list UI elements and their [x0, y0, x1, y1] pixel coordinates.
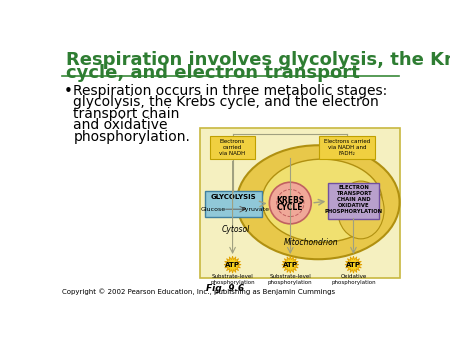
Text: CYCLE: CYCLE [277, 203, 304, 212]
Text: Cytosol: Cytosol [221, 225, 250, 234]
Text: •: • [64, 84, 73, 99]
FancyBboxPatch shape [200, 127, 400, 278]
Text: Electrons
carried
via NADH: Electrons carried via NADH [220, 139, 246, 156]
FancyBboxPatch shape [205, 191, 262, 217]
Text: Respiration involves glycolysis, the Krebs: Respiration involves glycolysis, the Kre… [66, 51, 450, 69]
Text: ATP: ATP [283, 262, 298, 268]
Text: ATP: ATP [225, 262, 240, 268]
Polygon shape [282, 256, 299, 273]
Ellipse shape [237, 145, 400, 259]
Polygon shape [345, 256, 362, 273]
Ellipse shape [338, 181, 384, 239]
Text: ELECTRON
TRANSPORT
CHAIN AND
OXIDATIVE
PHOSPHORYLATION: ELECTRON TRANSPORT CHAIN AND OXIDATIVE P… [324, 185, 382, 215]
FancyBboxPatch shape [319, 136, 375, 159]
Text: Electrons carried
via NADH and
FADH₂: Electrons carried via NADH and FADH₂ [324, 139, 370, 156]
Text: ATP: ATP [346, 262, 361, 268]
FancyBboxPatch shape [211, 136, 255, 159]
Text: and oxidative: and oxidative [73, 118, 168, 132]
Text: transport chain: transport chain [73, 107, 180, 121]
Text: Oxidative
phosphorylation: Oxidative phosphorylation [331, 274, 376, 285]
Text: Pyruvate: Pyruvate [241, 207, 270, 212]
Text: KREBS: KREBS [276, 196, 304, 205]
Circle shape [270, 182, 311, 224]
Text: Glucose: Glucose [201, 207, 226, 212]
Text: Respiration occurs in three metabolic stages:: Respiration occurs in three metabolic st… [73, 84, 387, 98]
Text: glycolysis, the Krebs cycle, and the electron: glycolysis, the Krebs cycle, and the ele… [73, 95, 379, 109]
Text: cycle, and electron transport: cycle, and electron transport [66, 65, 359, 82]
Text: Fig. 9.6: Fig. 9.6 [206, 284, 244, 293]
Text: Substrate-level
phosphorylation: Substrate-level phosphorylation [210, 274, 255, 285]
FancyBboxPatch shape [328, 183, 379, 219]
Text: GLYCOLYSIS: GLYCOLYSIS [211, 194, 256, 200]
Text: Copyright © 2002 Pearson Education, Inc., publishing as Benjamin Cummings: Copyright © 2002 Pearson Education, Inc.… [63, 288, 336, 295]
Text: Mitochondrion: Mitochondrion [284, 238, 338, 247]
Text: Substrate-level
phosphorylation: Substrate-level phosphorylation [268, 274, 313, 285]
Text: phosphorylation.: phosphorylation. [73, 130, 190, 144]
Ellipse shape [262, 159, 382, 242]
Polygon shape [224, 256, 241, 273]
